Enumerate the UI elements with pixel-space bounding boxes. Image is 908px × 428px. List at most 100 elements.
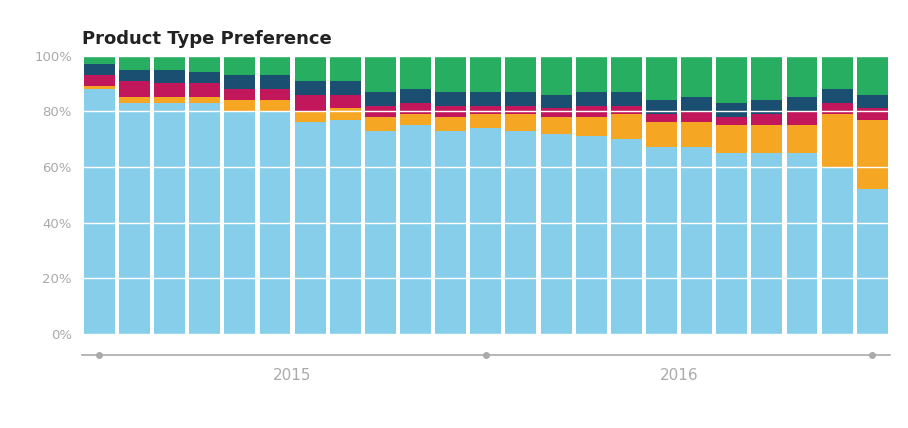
Bar: [154, 103, 185, 334]
Bar: [84, 89, 114, 334]
Bar: [611, 106, 642, 114]
Bar: [611, 56, 642, 92]
Bar: [786, 125, 817, 153]
Bar: [646, 56, 677, 100]
Bar: [716, 103, 747, 117]
Bar: [822, 89, 853, 103]
Bar: [119, 97, 150, 103]
Bar: [786, 153, 817, 334]
Bar: [786, 97, 817, 111]
Bar: [435, 131, 466, 334]
Bar: [154, 97, 185, 103]
Bar: [752, 125, 783, 153]
Bar: [294, 122, 326, 334]
Bar: [576, 56, 607, 92]
Bar: [540, 117, 571, 134]
Bar: [189, 72, 220, 83]
Bar: [365, 56, 396, 92]
Bar: [681, 97, 712, 111]
Bar: [716, 117, 747, 125]
Bar: [224, 56, 255, 75]
Bar: [435, 106, 466, 117]
Bar: [84, 56, 114, 64]
Bar: [330, 95, 360, 108]
Bar: [119, 80, 150, 98]
Bar: [540, 95, 571, 108]
Bar: [365, 131, 396, 334]
Bar: [119, 70, 150, 80]
Bar: [260, 75, 291, 89]
Bar: [260, 56, 291, 75]
Bar: [330, 109, 360, 119]
Bar: [294, 111, 326, 122]
Bar: [506, 114, 537, 131]
Bar: [154, 83, 185, 98]
Bar: [752, 153, 783, 334]
Bar: [400, 125, 431, 334]
Bar: [540, 108, 571, 117]
Bar: [576, 106, 607, 117]
Bar: [822, 167, 853, 334]
Bar: [857, 109, 888, 119]
Bar: [189, 56, 220, 72]
Text: 2016: 2016: [660, 368, 698, 383]
Bar: [857, 95, 888, 108]
Bar: [119, 56, 150, 69]
Bar: [716, 153, 747, 334]
Bar: [506, 131, 537, 334]
Bar: [435, 117, 466, 131]
Bar: [260, 111, 291, 334]
Bar: [822, 56, 853, 89]
Bar: [786, 56, 817, 98]
Bar: [646, 100, 677, 114]
Bar: [470, 56, 501, 92]
Bar: [506, 106, 537, 114]
Bar: [681, 56, 712, 98]
Bar: [84, 64, 114, 75]
Bar: [224, 100, 255, 111]
Bar: [294, 80, 326, 95]
Bar: [576, 136, 607, 334]
Bar: [752, 56, 783, 100]
Bar: [119, 103, 150, 334]
Bar: [400, 103, 431, 114]
Bar: [506, 92, 537, 106]
Bar: [716, 56, 747, 103]
Bar: [84, 86, 114, 89]
Bar: [154, 69, 185, 83]
Bar: [189, 103, 220, 334]
Bar: [435, 92, 466, 106]
Bar: [84, 75, 114, 86]
Bar: [330, 56, 360, 80]
Bar: [611, 92, 642, 106]
Bar: [470, 106, 501, 114]
Bar: [646, 122, 677, 147]
Bar: [260, 100, 291, 111]
Bar: [540, 134, 571, 334]
Bar: [786, 111, 817, 125]
Bar: [400, 56, 431, 89]
Bar: [822, 103, 853, 114]
Bar: [576, 117, 607, 136]
Bar: [400, 114, 431, 125]
Bar: [365, 117, 396, 131]
Bar: [224, 111, 255, 334]
Bar: [857, 189, 888, 334]
Bar: [294, 56, 326, 80]
Bar: [365, 106, 396, 117]
Bar: [189, 97, 220, 103]
Text: 2015: 2015: [273, 368, 311, 383]
Bar: [857, 119, 888, 189]
Bar: [470, 92, 501, 106]
Bar: [400, 89, 431, 103]
Bar: [330, 119, 360, 334]
Bar: [822, 114, 853, 167]
Bar: [611, 139, 642, 334]
Bar: [506, 56, 537, 92]
Bar: [716, 125, 747, 153]
Bar: [576, 92, 607, 106]
Bar: [260, 89, 291, 100]
Bar: [752, 114, 783, 125]
Bar: [681, 111, 712, 122]
Bar: [154, 56, 185, 69]
